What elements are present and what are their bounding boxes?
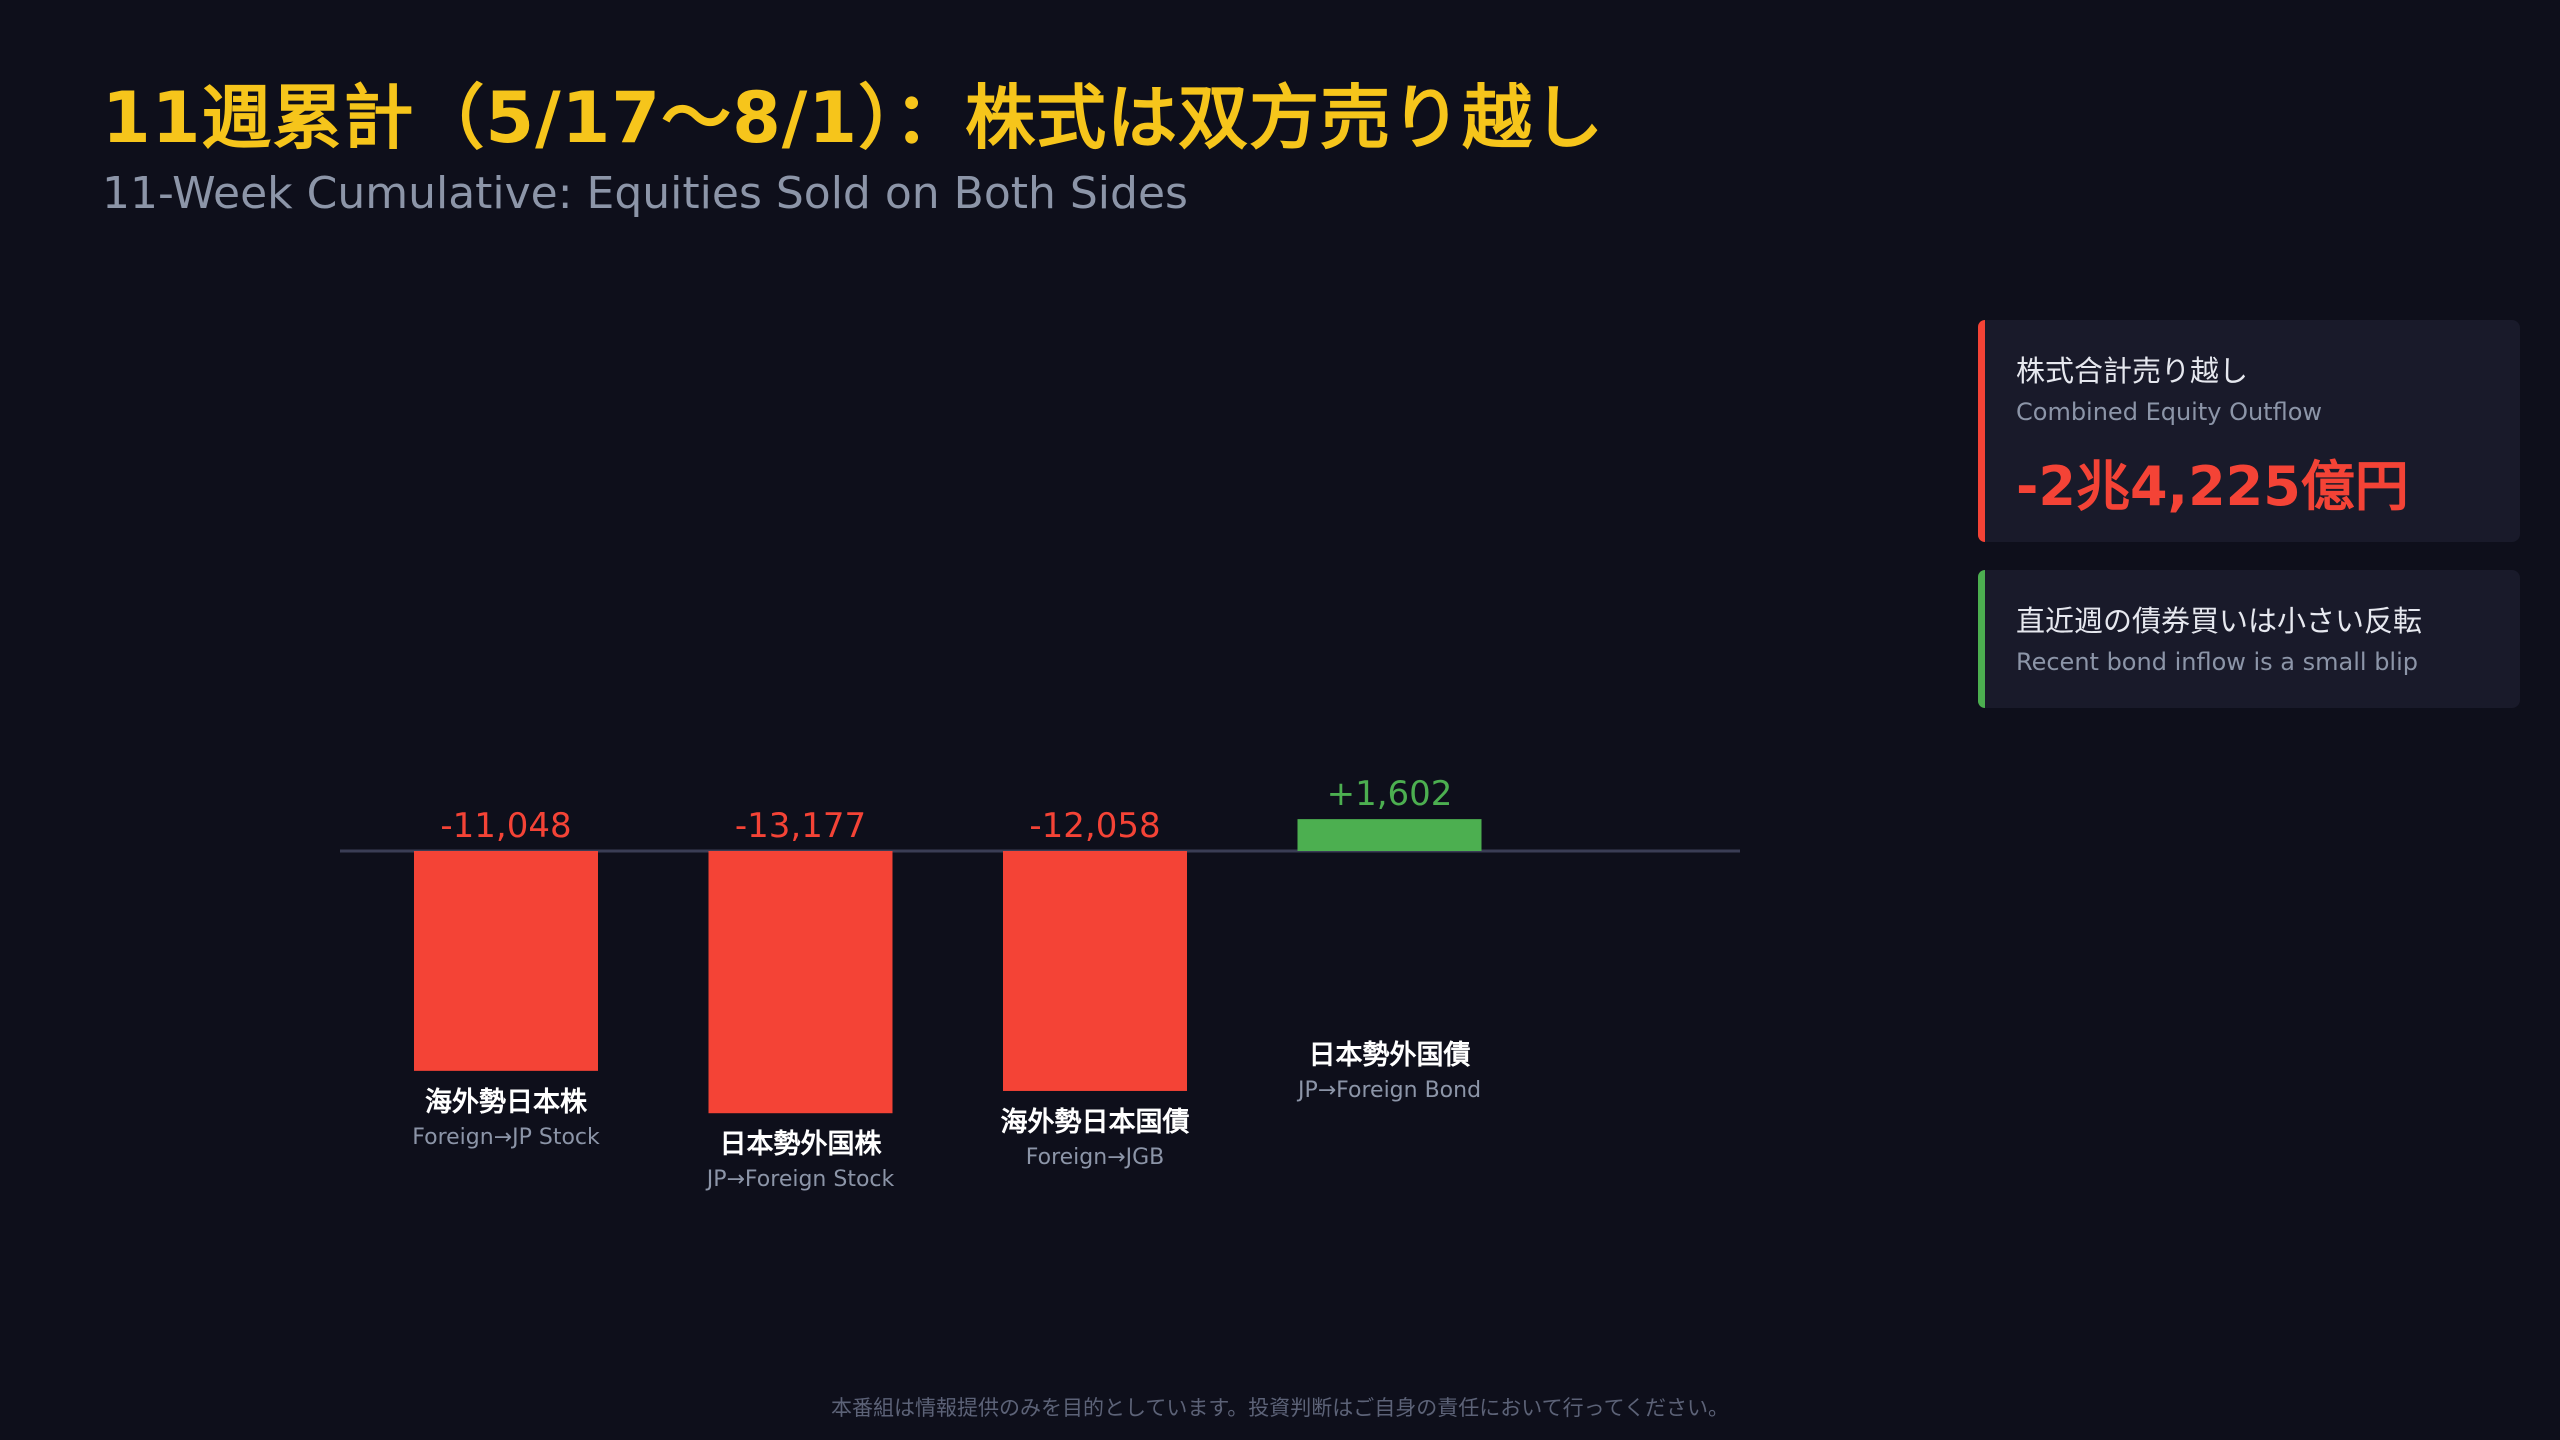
equity-outflow-card-subtitle: Combined Equity Outflow: [2016, 398, 2323, 426]
category-sublabel-2: JP→Foreign Stock: [705, 1167, 895, 1192]
category-label-1: 海外勢日本株: [425, 1087, 588, 1118]
equity-outflow-card: 株式合計売り越し Combined Equity Outflow -2兆4,22…: [1978, 320, 2520, 542]
chart-title: 11週累計（5/17〜8/1）：株式は双方売り越し: [102, 77, 1605, 159]
disclaimer: 本番組は情報提供のみを目的としています。投資判断はご自身の責任において行ってくだ…: [831, 1396, 1729, 1420]
bar-value-label-1: -11,048: [440, 806, 571, 846]
equity-outflow-card-title: 株式合計売り越し: [2016, 354, 2249, 388]
bar-3: [1003, 851, 1187, 1091]
category-label-3: 海外勢日本国債: [1001, 1107, 1190, 1138]
category-label-4: 日本勢外国債: [1309, 1040, 1471, 1071]
chart-subtitle: 11-Week Cumulative: Equities Sold on Bot…: [102, 168, 1188, 219]
bond-inflow-card-subtitle: Recent bond inflow is a small blip: [2016, 648, 2418, 676]
bond-inflow-card: 直近週の債券買いは小さい反転 Recent bond inflow is a s…: [1978, 570, 2520, 708]
bar-value-label-2: -13,177: [735, 806, 866, 846]
category-sublabel-4: JP→Foreign Bond: [1296, 1078, 1481, 1103]
bar-1: [414, 851, 598, 1071]
equity-outflow-value: -2兆4,225億円: [2016, 455, 2409, 518]
bar-2: [708, 851, 893, 1114]
bar-value-label-4: +1,602: [1327, 774, 1453, 814]
category-sublabel-1: Foreign→JP Stock: [412, 1125, 600, 1150]
bar-4: [1297, 819, 1482, 851]
bond-inflow-card-title: 直近週の債券買いは小さい反転: [2016, 604, 2423, 638]
category-label-2: 日本勢外国株: [720, 1129, 883, 1160]
category-sublabel-3: Foreign→JGB: [1026, 1145, 1165, 1170]
bar-value-label-3: -12,058: [1029, 806, 1160, 846]
